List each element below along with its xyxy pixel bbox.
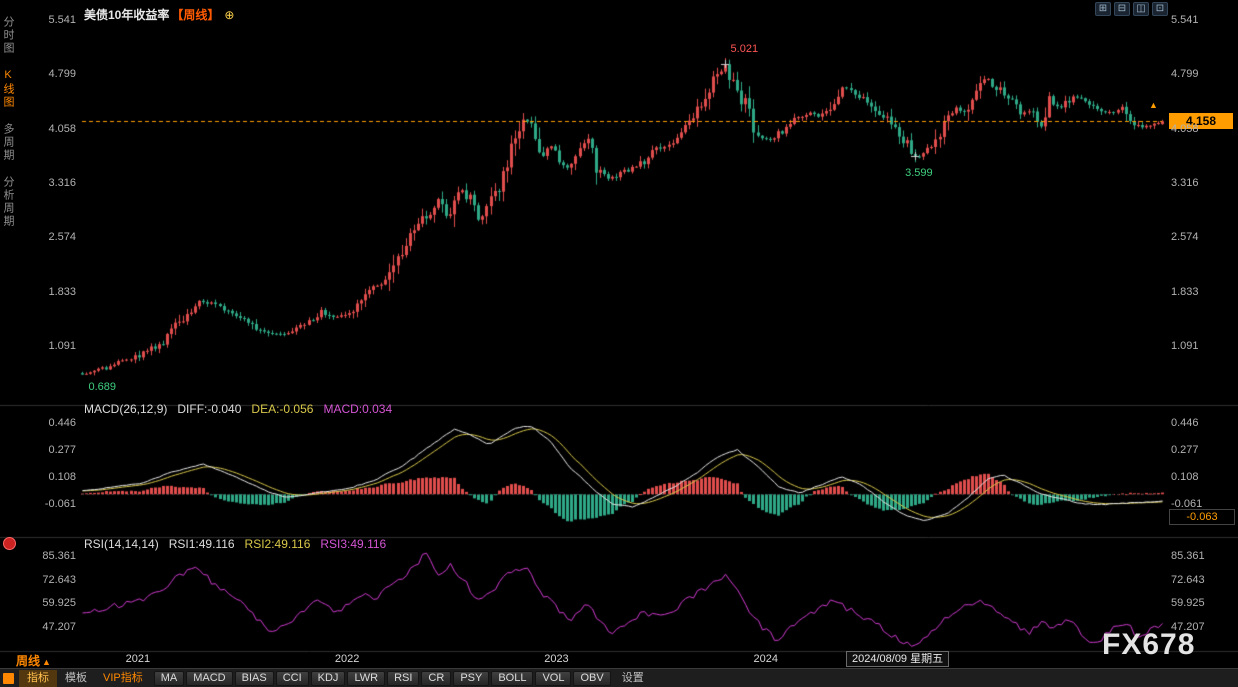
macd-last-value-tag: -0.063 — [1169, 509, 1235, 525]
rsi3-value: RSI3:49.116 — [320, 537, 387, 551]
indicator-button-cci[interactable]: CCI — [275, 670, 309, 686]
rsi-axis-label: 47.207 — [42, 621, 76, 633]
period-tag: 【周线】 — [171, 8, 220, 22]
macd-diff-value: DIFF:-0.040 — [177, 402, 242, 416]
settings-button[interactable]: 设置 — [621, 671, 644, 684]
macd-axis-label: -0.061 — [1171, 497, 1203, 510]
rsi-axis-label: 47.207 — [1171, 621, 1205, 633]
bottom-toolbar: 指标 模板 VIP指标 MA MACD BIAS CCI KDJ LWR RSI CR PSY BOL… — [0, 668, 1238, 687]
macd-axis-label: 0.277 — [48, 443, 76, 456]
year-label: 2023 — [544, 653, 569, 665]
tab-indicators[interactable]: 指标 — [19, 669, 57, 687]
date-box: 2024/08/09 星期五 — [846, 651, 950, 667]
chart-title-bar: 美债10年收益率 【周线】 ⊕ — [84, 6, 234, 23]
toolbar-tabs: 指标 模板 VIP指标 — [19, 669, 151, 687]
rsi-axis-label: 59.925 — [42, 597, 76, 610]
sidebar-item-time-chart[interactable]: 分时图 — [2, 16, 14, 55]
rsi1-value: RSI1:49.116 — [168, 537, 235, 551]
price-axis-label: 3.316 — [48, 177, 76, 189]
indicator-button-rsi[interactable]: RSI — [387, 670, 420, 686]
macd-value: MACD:0.034 — [323, 402, 393, 416]
indicator-button-ma[interactable]: MA — [153, 670, 185, 686]
macd-indicator-name: MACD(26,12,9) — [84, 402, 168, 416]
tab-templates[interactable]: 模板 — [65, 671, 87, 684]
rsi-axis-label: 59.925 — [1171, 597, 1205, 610]
rsi-axis-label: 85.361 — [1171, 550, 1205, 562]
left-sidebar: 分时图 K线图多周期分析周期 — [1, 16, 14, 228]
price-axis-label: 4.799 — [1171, 68, 1199, 81]
macd-axis-label: 0.446 — [1171, 417, 1199, 429]
indicator-button-lwr[interactable]: LWR — [347, 670, 386, 686]
window-layout-controls: ⊞ ⊟ ◫ ⊡ — [1095, 2, 1168, 16]
low-annotation: 3.599 — [905, 167, 933, 180]
price-axis-label: 4.799 — [48, 68, 76, 81]
price-axis-label: 1.833 — [48, 285, 76, 298]
price-axis-label: 4.058 — [48, 122, 76, 135]
high-annotation: 5.021 — [730, 43, 759, 56]
price-axis-label: 4.058 — [1171, 122, 1199, 135]
price-axis-label: 1.833 — [1171, 285, 1199, 298]
macd-header: MACD(26,12,9) DIFF:-0.040 DEA:-0.056 MACD:0… — [84, 402, 392, 416]
indicator-button-macd[interactable]: MACD — [186, 670, 233, 686]
macd-axis-label: 0.108 — [1171, 470, 1199, 483]
rsi-axis-label: 85.361 — [42, 550, 76, 562]
sidebar-item-kline-chart[interactable]: K线图 — [2, 69, 14, 109]
sidebar-item-multi-period[interactable]: 多周期 — [2, 123, 14, 162]
period-selector[interactable]: 周线 ▲ — [16, 652, 51, 669]
indicator-buttons: MA MACD BIAS CCI KDJ LWR RSI CR PSY BOLL VOL OBV — [153, 670, 612, 686]
year-label: 2022 — [334, 653, 360, 665]
rsi-axis-label: 72.643 — [1171, 573, 1205, 586]
alert-badge-icon[interactable] — [3, 537, 16, 550]
add-indicator-icon[interactable]: ⊕ — [224, 8, 235, 22]
layout-single-icon[interactable]: ⊞ — [1095, 2, 1111, 16]
app-logo-icon — [3, 672, 14, 684]
price-axis-label: 5.541 — [1171, 14, 1199, 26]
layout-split-vertical-icon[interactable]: ◫ — [1133, 2, 1149, 16]
price-axis-label: 5.541 — [48, 14, 76, 26]
start-low-annotation: 0.689 — [88, 381, 116, 394]
watermark: FX678 — [1102, 628, 1196, 661]
year-label: 2021 — [125, 653, 151, 665]
macd-dea-value: DEA:-0.056 — [251, 402, 314, 416]
indicator-button-cr[interactable]: CR — [421, 670, 452, 686]
layout-grid-icon[interactable]: ⊡ — [1152, 2, 1168, 16]
rsi-indicator-name: RSI(14,14,14) — [84, 537, 159, 551]
price-axis-label: 3.316 — [1171, 177, 1199, 189]
macd-axis-label: -0.061 — [44, 497, 76, 510]
indicator-button-boll[interactable]: BOLL — [491, 670, 534, 686]
indicator-button-bias[interactable]: BIAS — [234, 670, 274, 686]
indicator-button-kdj[interactable]: KDJ — [310, 670, 346, 686]
indicator-button-vol[interactable]: VOL — [535, 670, 572, 686]
macd-axis-label: 0.108 — [48, 470, 76, 483]
rsi-axis-label: 72.643 — [42, 573, 76, 586]
price-direction-arrow: ▲ — [1149, 100, 1158, 111]
rsi-header: RSI(14,14,14) RSI1:49.116 RSI2:49.116 RSI3:… — [84, 537, 386, 551]
indicator-button-psy[interactable]: PSY — [453, 670, 490, 686]
price-axis-label: 2.574 — [48, 231, 76, 244]
indicator-button-obv[interactable]: OBV — [573, 670, 611, 686]
chevron-up-icon: ▲ — [42, 657, 51, 667]
price-axis-label: 2.574 — [1171, 231, 1199, 244]
macd-axis-label: 0.446 — [48, 417, 76, 429]
tab-vip-indicators[interactable]: VIP指标 — [103, 671, 143, 684]
instrument-title: 美债10年收益率 — [84, 8, 170, 22]
year-label: 2024 — [753, 653, 778, 665]
price-axis-label: 1.091 — [1171, 340, 1199, 352]
layout-split-horizontal-icon[interactable]: ⊟ — [1114, 2, 1130, 16]
last-price-tag: 4.158 — [1169, 113, 1233, 130]
rsi2-value: RSI2:49.116 — [244, 537, 311, 551]
period-selector-label: 周线 — [16, 654, 41, 668]
macd-axis-label: 0.277 — [1171, 443, 1199, 456]
price-axis-label: 1.091 — [48, 340, 76, 352]
sidebar-item-analysis-period[interactable]: 分析周期 — [2, 176, 14, 228]
